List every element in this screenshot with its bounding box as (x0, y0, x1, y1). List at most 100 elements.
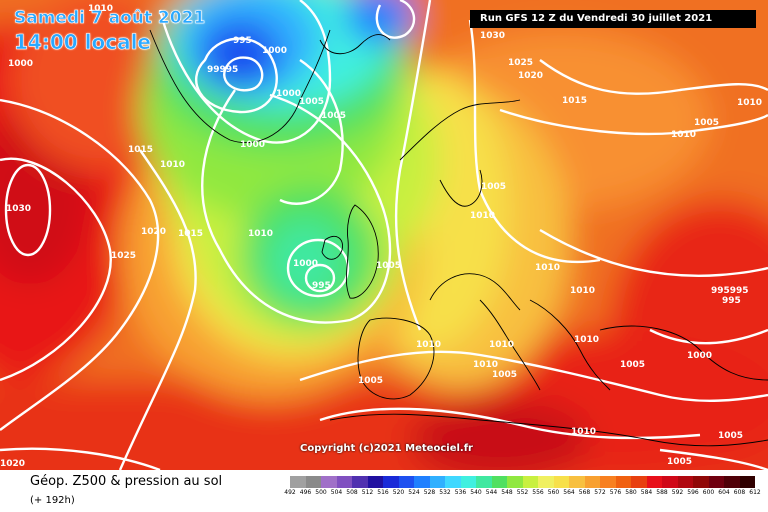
legend-swatch (305, 476, 321, 488)
copyright-notice: Copyright (c)2021 Meteociel.fr (300, 443, 473, 454)
coastlines (149, 29, 768, 447)
forecast-date: Samedi 7 août 2021 (14, 8, 206, 29)
legend-tick-label: 512 (361, 489, 374, 496)
legend-tick-label: 560 (547, 489, 560, 496)
pressure-label: 1015 (562, 96, 587, 106)
legend-swatch (321, 476, 337, 488)
pressure-label: 1010 (489, 340, 514, 350)
legend-swatch (398, 476, 414, 488)
pressure-label: 1000 (262, 46, 287, 56)
legend-swatch (290, 476, 306, 488)
legend-tick-label: 516 (377, 489, 389, 496)
legend-tick-label: 564 (563, 489, 575, 496)
legend-tick-label: 556 (532, 489, 544, 496)
legend-tick-label: 588 (656, 489, 668, 496)
legend-tick-label: 504 (330, 489, 343, 496)
legend-tick-label: 580 (625, 489, 637, 496)
coastline-baltic (439, 169, 483, 207)
pressure-label: 1025 (111, 251, 136, 261)
legend-swatch (584, 476, 600, 488)
legend-swatch (522, 476, 538, 488)
pressure-label: 1030 (480, 31, 505, 41)
pressure-label: 1000 (276, 89, 301, 99)
product-title: Géop. Z500 & pression au sol (30, 474, 223, 489)
forecast-time: 14:00 locale (14, 30, 152, 55)
pressure-label: 1010 (470, 211, 495, 221)
pressure-label: 1015 (178, 229, 203, 239)
legend-swatch (646, 476, 662, 488)
coastline-britain (345, 204, 379, 299)
pressure-label: 1010 (571, 427, 596, 437)
pressure-label: 995 (722, 296, 741, 306)
legend-swatch (553, 476, 569, 488)
pressure-label: 1005 (492, 370, 517, 380)
legend-swatch (662, 476, 678, 488)
legend-swatch (708, 476, 724, 488)
legend-swatch (693, 476, 709, 488)
weather-map: 1010 995 1000 99995 1000 1005 1005 1000 … (0, 0, 768, 470)
legend-swatch (336, 476, 352, 488)
legend-tick-label: 536 (454, 489, 467, 496)
legend-tick-label: 572 (594, 489, 606, 496)
legend-tick-label: 500 (315, 489, 327, 496)
pressure-label: 1010 (416, 340, 441, 350)
pressure-labels: 1010 995 1000 99995 1000 1005 1005 1000 … (0, 4, 762, 469)
legend-swatch (491, 476, 507, 488)
legend-swatch (615, 476, 631, 488)
legend-tick-label: 548 (501, 489, 513, 496)
legend-tick-label: 508 (346, 489, 358, 496)
legend-swatch (600, 476, 616, 488)
coastline-iberia (357, 317, 435, 400)
legend-tick-label: 612 (749, 489, 761, 496)
pressure-label: 1010 (535, 263, 560, 273)
coastline-italy (479, 299, 541, 391)
legend-swatch (352, 476, 368, 488)
map-canvas: 1010 995 1000 99995 1000 1005 1005 1000 … (0, 0, 768, 470)
legend-tick-label: 520 (392, 489, 405, 496)
coastline-north-africa (329, 413, 768, 447)
legend-tick-label: 544 (485, 489, 498, 496)
coastline-ireland (321, 236, 343, 260)
footer-bar: Géop. Z500 & pression au sol (+ 192h) 49… (0, 470, 768, 512)
pressure-label: 1005 (376, 261, 401, 271)
pressure-label: 99995 (207, 65, 238, 75)
pressure-label: 1000 (293, 259, 318, 269)
pressure-label: 1000 (8, 59, 33, 69)
pressure-label: 995 (233, 36, 252, 46)
legend-tick-label: 592 (671, 489, 684, 496)
isobar-1000-low (286, 238, 350, 298)
run-info-banner: Run GFS 12 Z du Vendredi 30 juillet 2021 (470, 10, 756, 28)
legend-tick-label: 540 (470, 489, 482, 496)
pressure-label: 1025 (508, 58, 533, 68)
legend-tick-label: 552 (516, 489, 529, 496)
pressure-label: 1015 (128, 145, 153, 155)
pressure-label: 1020 (518, 71, 543, 81)
legend-swatch (367, 476, 383, 488)
coastline-france (429, 273, 521, 311)
legend-swatch (677, 476, 693, 488)
legend-swatch (414, 476, 430, 488)
pressure-label: 1030 (6, 204, 31, 214)
pressure-label: 1020 (0, 459, 25, 469)
legend-tick-label: 576 (609, 489, 622, 496)
pressure-label: 1010 (248, 229, 273, 239)
pressure-label: 1005 (358, 376, 383, 386)
pressure-label: 995995 (711, 286, 749, 296)
pressure-label: 1010 (570, 286, 595, 296)
legend-tick-label: 528 (423, 489, 436, 496)
legend-tick-label: 524 (408, 489, 420, 496)
legend-tick-label: 496 (299, 489, 312, 496)
legend-swatch (429, 476, 445, 488)
coastline-iceland (319, 34, 391, 55)
legend-swatch (383, 476, 399, 488)
legend-swatch (724, 476, 740, 488)
pressure-label: 1010 (88, 4, 113, 14)
legend-tick-label: 600 (702, 489, 715, 496)
pressure-label: 1010 (473, 360, 498, 370)
isobar-greenland-low (195, 37, 278, 114)
coastline-balkans (529, 299, 611, 391)
isobar-995-low (304, 263, 336, 293)
legend-tick-label: 596 (687, 489, 699, 496)
legend-tick-label: 568 (578, 489, 591, 496)
forecast-hour: (+ 192h) (30, 495, 75, 506)
